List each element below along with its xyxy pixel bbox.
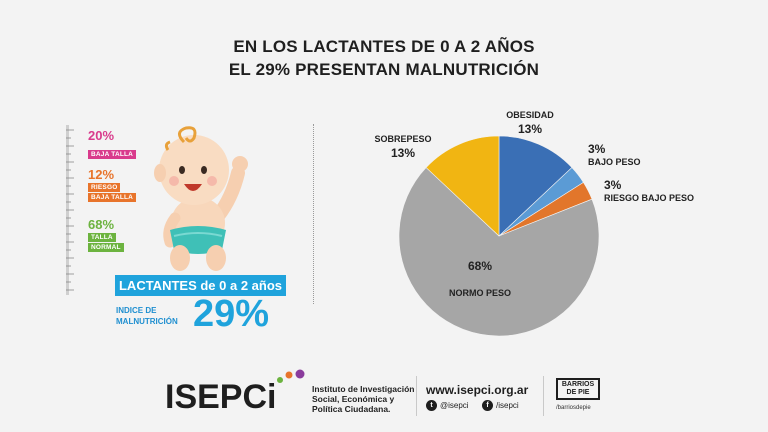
title-line-2: EL 29% PRESENTAN MALNUTRICIÓN <box>228 60 540 79</box>
stat-baja-talla: 20% BAJA TALLA <box>88 128 137 161</box>
institute-name: Instituto de Investigación Social, Econó… <box>312 384 414 414</box>
pie-slice-normo-peso <box>398 167 600 337</box>
stat-tag: TALLA <box>88 233 116 242</box>
pie-label-name: BAJO PESO <box>588 157 641 167</box>
stat-value: 12% <box>88 167 115 182</box>
partner-line-1: BARRIOS <box>561 381 595 388</box>
pie-label-obesidad: OBESIDAD 13% <box>506 110 554 136</box>
title-line-1: EN LOS LACTANTES DE 0 A 2 AÑOS <box>233 37 535 56</box>
website-link[interactable]: www.isepci.org.ar <box>426 383 529 397</box>
partner-handle: /barriosdepie <box>556 405 591 411</box>
pie-label-normo-peso: NORMO PESO 68% <box>449 259 511 298</box>
indice-value: 29% <box>193 293 270 335</box>
isepci-logo: ISEPCi <box>165 378 277 416</box>
pie-label-name: NORMO PESO <box>449 288 511 298</box>
partner-line-2: DE PIE <box>566 389 590 396</box>
institute-line-2: Social, Económica y <box>312 394 395 404</box>
twitter-link[interactable]: t @isepci <box>426 400 469 411</box>
pie-label-value: 68% <box>468 259 492 273</box>
facebook-handle: /isepci <box>496 401 519 410</box>
facebook-link[interactable]: f /isepci <box>482 400 519 411</box>
stat-value: 20% <box>88 128 115 143</box>
stat-tag: NORMAL <box>88 243 124 252</box>
facebook-icon: f <box>482 400 493 411</box>
stat-value: 68% <box>88 217 115 232</box>
pie-label-sobrepeso: SOBREPESO 13% <box>374 134 431 160</box>
logo-dots-icon <box>277 369 305 383</box>
pie-label-value: 3% <box>604 178 622 192</box>
pie-label-value: 13% <box>391 146 415 160</box>
height-ruler-icon <box>66 125 74 295</box>
pie-label-name: OBESIDAD <box>506 110 554 120</box>
indice-label-line-1: INDICE DE <box>116 306 157 315</box>
stat-talla-normal: 68% TALLA NORMAL <box>88 218 124 252</box>
indice-label-line-2: MALNUTRICIÓN <box>116 317 178 326</box>
twitter-icon: t <box>426 400 437 411</box>
stat-tag: BAJA TALLA <box>88 193 137 202</box>
indice-label: INDICE DE MALNUTRICIÓN <box>116 305 196 327</box>
baby-illustration-icon <box>154 126 248 271</box>
dotted-divider <box>313 124 314 304</box>
pie-label-name: RIESGO BAJO PESO <box>604 193 694 203</box>
institute-line-1: Instituto de Investigación <box>312 384 415 394</box>
twitter-handle: @isepci <box>440 401 469 410</box>
pie-slice-sobrepeso <box>425 135 500 237</box>
barrios-de-pie-logo: BARRIOS DE PIE <box>556 378 600 400</box>
pie-slice-obesidad <box>498 135 573 237</box>
pie-label-name: SOBREPESO <box>374 134 431 144</box>
pie-label-value: 13% <box>518 122 542 136</box>
stat-riesgo-baja-talla: 12% RIESGO BAJA TALLA <box>88 167 137 202</box>
lactantes-label: LACTANTES de 0 a 2 años <box>115 275 286 296</box>
stat-tag: BAJA TALLA <box>88 150 137 159</box>
pie-label-value: 3% <box>588 142 606 156</box>
stat-tag: RIESGO <box>88 183 121 192</box>
footer-separator <box>543 376 544 416</box>
footer-separator <box>416 376 417 416</box>
institute-line-3: Política Ciudadana. <box>312 404 391 414</box>
